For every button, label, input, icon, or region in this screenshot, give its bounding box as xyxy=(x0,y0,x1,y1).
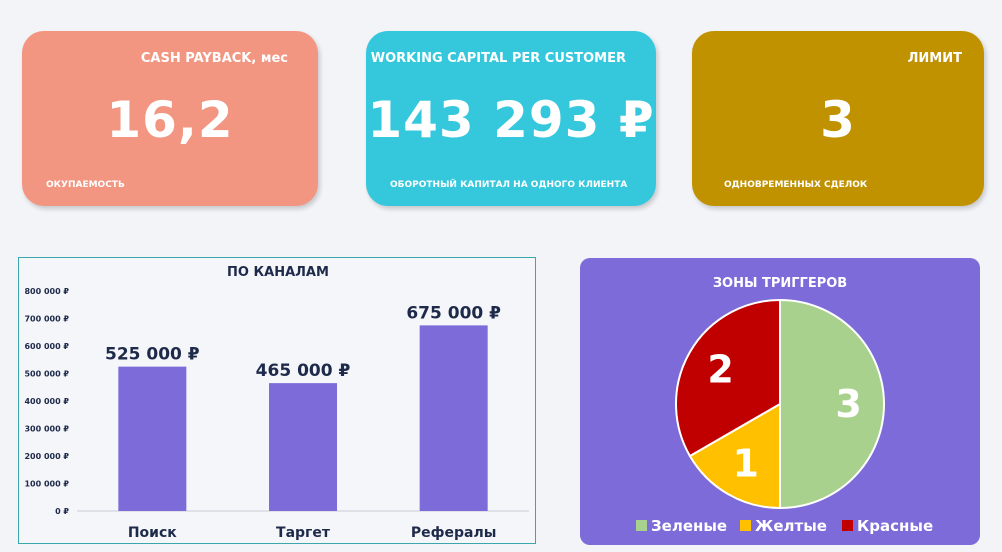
pie-slice-label: 2 xyxy=(707,348,733,392)
legend-item: Зеленые xyxy=(636,517,727,535)
kpi-caption: ОКУПАЕМОСТЬ xyxy=(46,180,125,190)
x-category-label: Рефералы xyxy=(411,525,497,541)
kpi-caption: ОБОРОТНЫЙ КАПИТАЛ НА ОДНОГО КЛИЕНТА xyxy=(390,180,628,190)
pie-slice xyxy=(779,298,885,510)
y-tick-label: 400 000 ₽ xyxy=(24,397,69,406)
pie-slice-label: 3 xyxy=(835,382,861,426)
legend-label: Красные xyxy=(857,517,933,535)
y-tick-label: 100 000 ₽ xyxy=(24,480,69,489)
bar-data-label: 525 000 ₽ xyxy=(105,345,200,365)
y-tick-label: 300 000 ₽ xyxy=(24,425,69,434)
legend-label: Зеленые xyxy=(651,517,727,535)
pie-chart: ЗОНЫ ТРИГГЕРОВ 3 1 2 Зеленые Желтые Красные xyxy=(636,276,933,535)
pie-slice xyxy=(675,298,781,458)
chart-title: ЗОНЫ ТРИГГЕРОВ xyxy=(713,276,847,291)
kpi-title: WORKING CAPITAL PER CUSTOMER xyxy=(370,51,626,66)
kpi-card-payback: CASH PAYBACK, мес 16,2 ОКУПАЕМОСТЬ xyxy=(22,31,318,206)
y-tick-label: 800 000 ₽ xyxy=(24,287,69,296)
bar xyxy=(118,366,187,511)
kpi-title: CASH PAYBACK, мес xyxy=(140,51,288,66)
kpi-value: 143 293 ₽ xyxy=(367,91,655,149)
kpi-value: 3 xyxy=(820,91,856,149)
kpi-title: ЛИМИТ xyxy=(907,51,962,66)
bar-chart: ПО КАНАЛАМ 0 ₽ 100 000 ₽ 200 000 ₽ 300 000 ₽… xyxy=(24,265,529,541)
y-tick-label: 600 000 ₽ xyxy=(24,342,69,351)
legend-label: Желтые xyxy=(755,517,827,535)
y-tick-label: 700 000 ₽ xyxy=(24,315,69,324)
bar-data-label: 465 000 ₽ xyxy=(256,361,351,381)
y-tick-label: 500 000 ₽ xyxy=(24,370,69,379)
bar xyxy=(419,325,488,511)
kpi-caption: ОДНОВРЕМЕННЫХ СДЕЛОК xyxy=(724,180,868,190)
kpi-value: 16,2 xyxy=(106,91,234,149)
legend-swatch xyxy=(740,520,751,531)
kpi-card-working-capital: WORKING CAPITAL PER CUSTOMER 143 293 ₽ О… xyxy=(366,31,656,206)
legend-item: Красные xyxy=(842,517,933,535)
legend-swatch xyxy=(842,520,853,531)
y-tick-label: 0 ₽ xyxy=(55,507,69,516)
legend-item: Желтые xyxy=(740,517,827,535)
bar-chart-panel: ПО КАНАЛАМ 0 ₽ 100 000 ₽ 200 000 ₽ 300 000 ₽… xyxy=(18,257,536,544)
y-tick-label: 200 000 ₽ xyxy=(24,452,69,461)
chart-title: ПО КАНАЛАМ xyxy=(227,265,329,280)
x-category-label: Таргет xyxy=(276,525,331,541)
legend-swatch xyxy=(636,520,647,531)
bar-data-label: 675 000 ₽ xyxy=(406,303,501,323)
x-category-label: Поиск xyxy=(128,525,177,541)
pie-slice-label: 1 xyxy=(732,441,758,485)
bar xyxy=(269,383,337,511)
kpi-card-limit: ЛИМИТ 3 ОДНОВРЕМЕННЫХ СДЕЛОК xyxy=(692,31,984,206)
pie-slice xyxy=(688,402,781,510)
pie-chart-panel: ЗОНЫ ТРИГГЕРОВ 3 1 2 Зеленые Желтые Красные xyxy=(580,258,980,545)
